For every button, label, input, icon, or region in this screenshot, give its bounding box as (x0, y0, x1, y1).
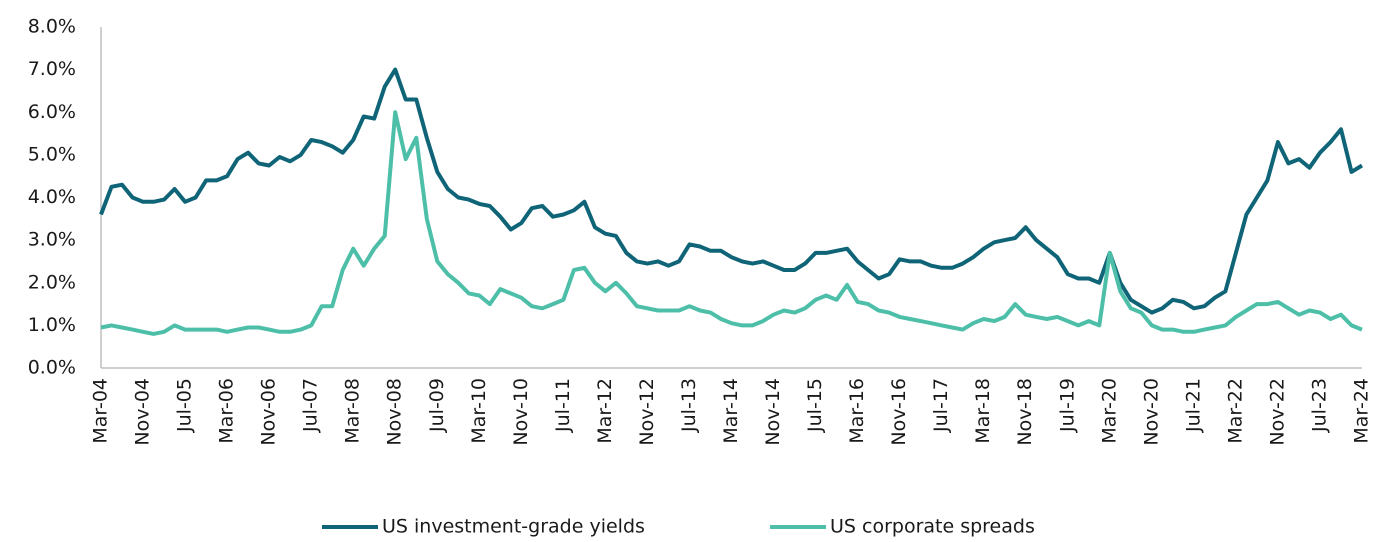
x-tick-label: Mar-16 (846, 378, 868, 444)
series-line (100, 110, 1363, 336)
x-tick-label: Nov-04 (132, 378, 154, 446)
x-tick-label: Nov-20 (1140, 378, 1162, 446)
x-tick-label: Nov-22 (1266, 378, 1288, 446)
x-tick-label: Nov-12 (636, 378, 658, 446)
x-tick-label: Jul-11 (552, 378, 574, 433)
x-tick-label: Nov-18 (1014, 378, 1036, 446)
x-tick-label: Mar-18 (972, 378, 994, 444)
y-tick-label: 2.0% (28, 271, 76, 293)
y-tick-label: 5.0% (28, 143, 76, 165)
legend-label: US corporate spreads (830, 516, 1035, 538)
x-tick-label: Jul-21 (1182, 378, 1204, 433)
x-tick-label: Mar-10 (468, 378, 490, 444)
y-tick-label: 1.0% (28, 314, 76, 336)
x-tick-label: Mar-20 (1098, 378, 1120, 444)
x-tick-label: Jul-13 (678, 378, 700, 433)
x-tick-label: Nov-08 (384, 378, 406, 446)
x-tick-label: Jul-23 (1308, 378, 1330, 433)
x-tick-label: Jul-05 (174, 378, 196, 433)
y-tick-label: 3.0% (28, 229, 76, 251)
x-tick-label: Nov-10 (510, 378, 532, 446)
x-tick-label: Jul-19 (1056, 378, 1078, 433)
x-tick-label: Mar-06 (216, 378, 238, 444)
y-tick-label: 4.0% (28, 186, 76, 208)
y-tick-label: 0.0% (28, 357, 76, 379)
x-tick-label: Mar-08 (342, 378, 364, 444)
x-tick-label: Mar-22 (1224, 378, 1246, 444)
x-tick-label: Mar-24 (1351, 378, 1373, 444)
y-tick-label: 7.0% (28, 58, 76, 80)
x-tick-label: Mar-04 (90, 378, 112, 444)
x-tick-label: Mar-14 (720, 378, 742, 444)
x-tick-label: Jul-09 (426, 378, 448, 433)
x-tick-label: Nov-14 (762, 378, 784, 446)
x-tick-label: Jul-15 (804, 378, 826, 433)
x-tick-label: Nov-06 (258, 378, 280, 446)
legend-label: US investment-grade yields (382, 516, 645, 538)
x-tick-label: Nov-16 (888, 378, 910, 446)
series-line (99, 67, 1364, 315)
x-tick-label: Mar-12 (594, 378, 616, 444)
x-tick-label: Jul-17 (930, 378, 952, 433)
y-tick-label: 6.0% (28, 101, 76, 123)
x-tick-label: Jul-07 (300, 378, 322, 433)
y-tick-label: 8.0% (28, 16, 76, 38)
